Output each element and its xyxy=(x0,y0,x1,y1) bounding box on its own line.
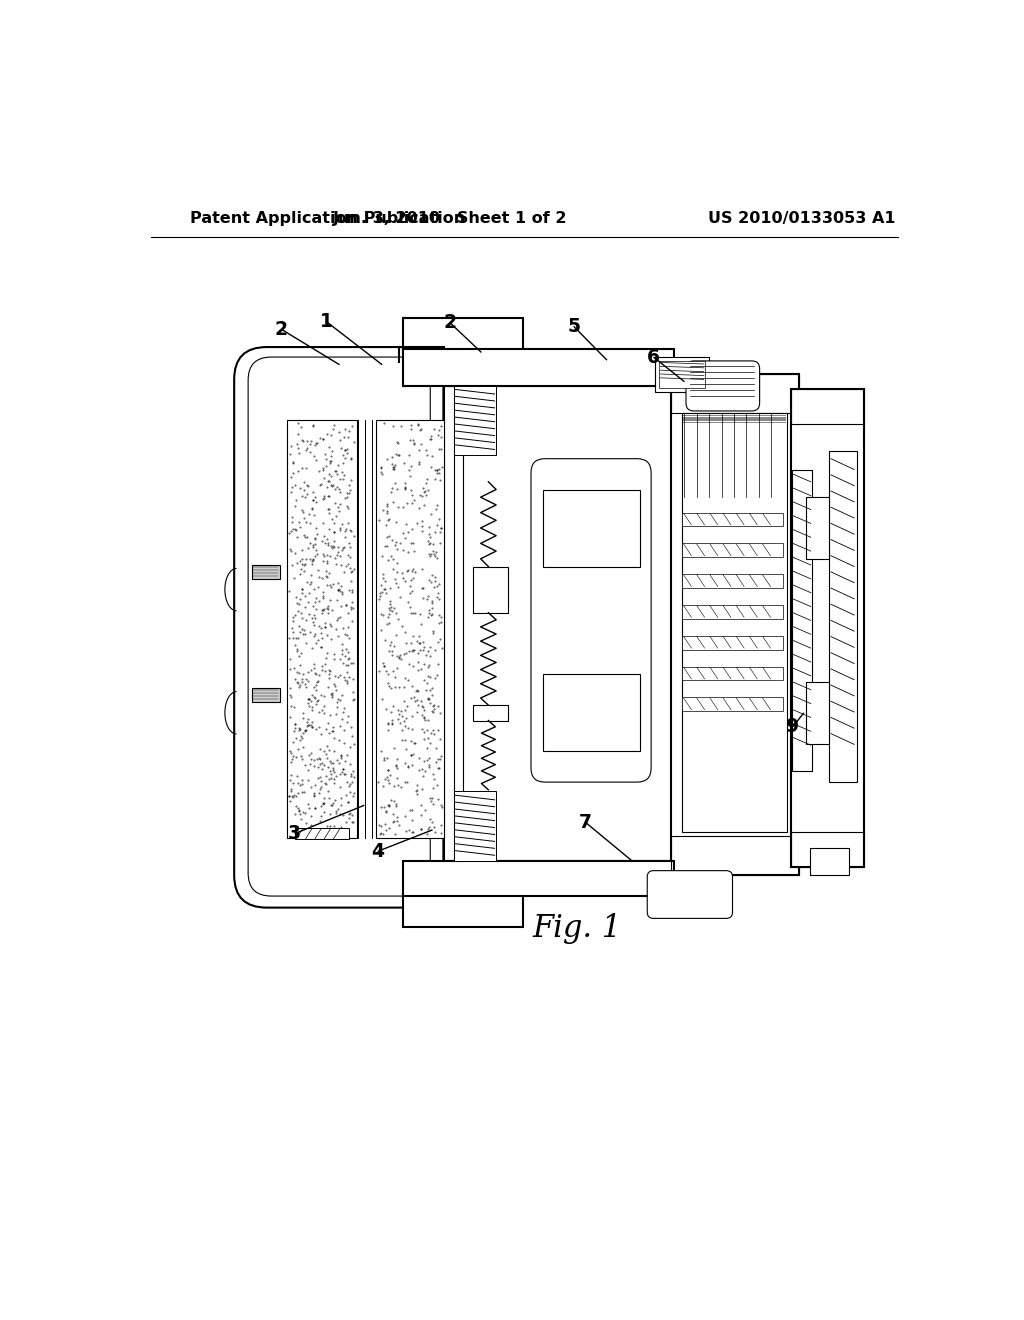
FancyBboxPatch shape xyxy=(531,459,651,781)
Text: US 2010/0133053 A1: US 2010/0133053 A1 xyxy=(709,211,896,226)
Bar xyxy=(403,318,523,351)
Bar xyxy=(543,490,640,566)
Bar xyxy=(806,682,829,743)
Bar xyxy=(682,512,783,527)
FancyBboxPatch shape xyxy=(248,358,430,896)
Bar xyxy=(252,688,280,702)
Bar xyxy=(403,350,675,385)
Bar xyxy=(543,675,640,751)
Text: 3: 3 xyxy=(288,824,301,843)
Text: 2: 2 xyxy=(275,319,288,339)
Bar xyxy=(671,374,799,412)
Text: 5: 5 xyxy=(567,317,581,335)
Bar xyxy=(658,360,706,388)
Bar xyxy=(682,544,783,557)
FancyBboxPatch shape xyxy=(234,347,443,908)
Bar xyxy=(454,385,496,455)
Bar xyxy=(403,894,523,927)
Bar xyxy=(791,389,864,424)
Text: 9: 9 xyxy=(786,717,800,737)
Bar xyxy=(454,792,496,861)
Bar xyxy=(791,389,864,867)
Bar xyxy=(682,697,783,711)
Bar xyxy=(444,385,678,861)
Bar xyxy=(793,470,812,771)
Bar xyxy=(806,498,829,558)
Bar xyxy=(671,836,799,874)
Bar xyxy=(683,414,786,416)
Bar xyxy=(376,420,444,838)
Text: 7: 7 xyxy=(579,813,592,832)
Bar xyxy=(683,417,786,418)
Bar xyxy=(295,829,349,840)
Bar xyxy=(655,358,710,392)
Bar xyxy=(473,566,508,612)
FancyBboxPatch shape xyxy=(686,360,760,411)
Bar xyxy=(671,374,799,874)
Bar xyxy=(682,574,783,589)
Text: 1: 1 xyxy=(319,312,333,331)
Bar xyxy=(682,636,783,649)
Bar xyxy=(682,667,783,681)
Bar xyxy=(287,420,356,838)
Text: 2: 2 xyxy=(443,313,456,331)
Text: Fig. 1: Fig. 1 xyxy=(532,913,623,944)
Bar xyxy=(682,412,786,832)
Bar xyxy=(810,847,849,874)
Bar xyxy=(252,565,280,578)
Text: 4: 4 xyxy=(371,842,384,861)
Bar xyxy=(683,422,786,424)
Bar xyxy=(473,705,508,721)
Bar xyxy=(682,605,783,619)
Bar xyxy=(791,832,864,867)
Bar xyxy=(403,861,675,896)
Text: Patent Application Publication: Patent Application Publication xyxy=(190,211,465,226)
Bar xyxy=(683,420,786,421)
Text: 6: 6 xyxy=(647,347,659,367)
FancyBboxPatch shape xyxy=(647,871,732,919)
Text: Jun. 3, 2010   Sheet 1 of 2: Jun. 3, 2010 Sheet 1 of 2 xyxy=(333,211,567,226)
Bar xyxy=(829,451,856,781)
